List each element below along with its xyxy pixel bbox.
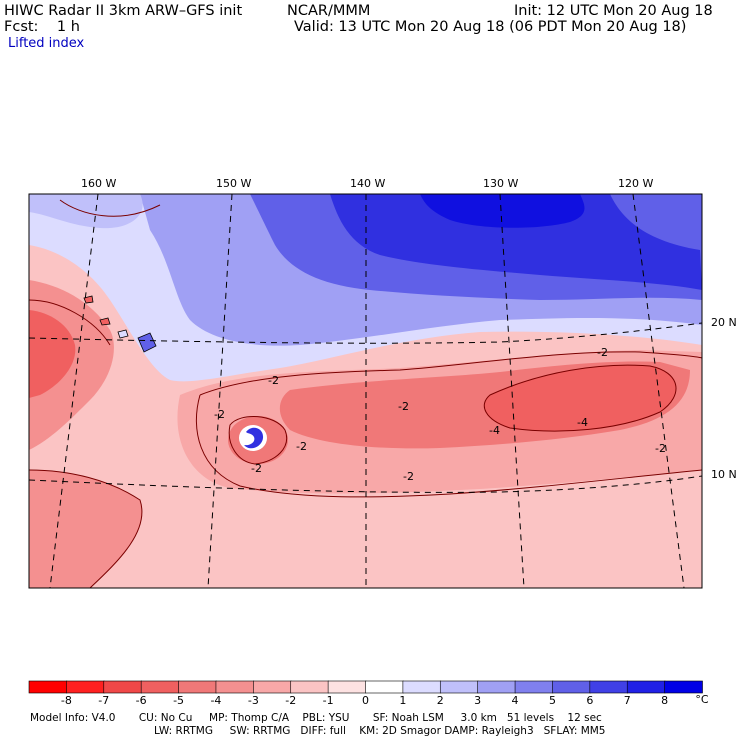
colorbar-tick-label: -5	[173, 694, 185, 707]
colorbar-tick-label: -2	[285, 694, 297, 707]
colorbar-cell	[290, 680, 329, 694]
island-hawaii	[137, 332, 157, 353]
colorbar-cell	[327, 680, 367, 694]
colorbar-cell	[103, 680, 142, 694]
colorbar-tick-label: 1	[399, 694, 407, 707]
model-info-line1: Model Info: V4.0 CU: No Cu MP: Thomp C/A…	[30, 712, 602, 724]
stable-region-core	[330, 194, 702, 290]
colorbar-tick-label: -8	[60, 694, 72, 707]
longitude-label-120w: 120 W	[618, 177, 654, 190]
colorbar-cell	[402, 680, 442, 694]
colorbar-tick-label: 4	[511, 694, 519, 707]
colorbar-cell	[365, 680, 404, 694]
colorbar-tick-label: 7	[623, 694, 631, 707]
contour-label: -2	[251, 462, 262, 475]
colorbar-tick-label: -4	[210, 694, 222, 707]
contour-label: -4	[577, 416, 588, 429]
map-frame	[28, 193, 703, 589]
longitude-label-140w: 140 W	[350, 177, 386, 190]
colorbar-cell	[439, 680, 479, 694]
colorbar-tick-label: -6	[135, 694, 147, 707]
colorbar	[28, 680, 703, 694]
island-kauai	[83, 295, 94, 304]
unstable-southwest	[29, 470, 142, 588]
colorbar-cell	[215, 680, 255, 694]
contour-label: -2	[214, 408, 225, 421]
graticule	[29, 194, 702, 588]
colorbar-unit: °C	[695, 693, 709, 706]
unstable-west-core	[29, 310, 76, 398]
contour-label: -2	[268, 374, 279, 387]
colorbar-cell	[664, 680, 703, 694]
longitude-label-160w: 160 W	[81, 177, 117, 190]
field-name: Lifted index	[8, 36, 85, 51]
organization-label: NCAR/MMM	[287, 3, 371, 19]
contour-label: -4	[489, 424, 500, 437]
colorbar-cell	[28, 680, 68, 694]
stable-region-nw	[29, 194, 143, 229]
colorbar-tick-label: 8	[661, 694, 669, 707]
contour-label: -2	[296, 440, 307, 453]
colorbar-tick-label: 3	[474, 694, 482, 707]
colorbar-tick-label: -3	[247, 694, 259, 707]
contour-label: -2	[398, 400, 409, 413]
colorbar-cell	[552, 680, 591, 694]
unstable-band-max	[484, 365, 677, 432]
colorbar-tick-label: 6	[586, 694, 594, 707]
model-title: HIWC Radar II 3km ARW–GFS init	[4, 3, 243, 19]
hurricane-eye	[244, 427, 264, 449]
island-maui	[117, 329, 129, 339]
colorbar-tick-label: 0	[362, 694, 369, 707]
colorbar-cell	[477, 680, 516, 694]
colorbar-cell	[140, 680, 180, 694]
longitude-label-150w: 150 W	[216, 177, 252, 190]
colorbar-cell	[626, 680, 666, 694]
colorbar-tick-label: -7	[98, 694, 110, 707]
contour-lines	[29, 199, 702, 588]
valid-time: Valid: 13 UTC Mon 20 Aug 18 (06 PDT Mon …	[294, 19, 687, 35]
island-oahu	[99, 317, 111, 326]
contour-label: -2	[403, 470, 414, 483]
latitude-label-10n: 10 N	[711, 468, 737, 481]
init-time: Init: 12 UTC Mon 20 Aug 18	[514, 3, 713, 19]
colorbar-tick-label: -1	[322, 694, 334, 707]
stable-region-peak	[420, 194, 585, 228]
colorbar-cell	[589, 680, 629, 694]
contour-label: -2	[597, 346, 608, 359]
latitude-label-20n: 20 N	[711, 316, 737, 329]
forecast-hour: Fcst: 1 h	[4, 19, 80, 35]
colorbar-cell	[66, 680, 105, 694]
contour-label: -2	[655, 442, 666, 455]
colorbar-cell	[514, 680, 554, 694]
longitude-label-130w: 130 W	[483, 177, 519, 190]
colorbar-cell	[178, 680, 217, 694]
colorbar-tick-label: 2	[436, 694, 444, 707]
model-info-line2: LW: RRTMG SW: RRTMG DIFF: full KM: 2D Sm…	[154, 725, 606, 737]
colorbar-tick-label: 5	[548, 694, 556, 707]
colorbar-cell	[253, 680, 292, 694]
